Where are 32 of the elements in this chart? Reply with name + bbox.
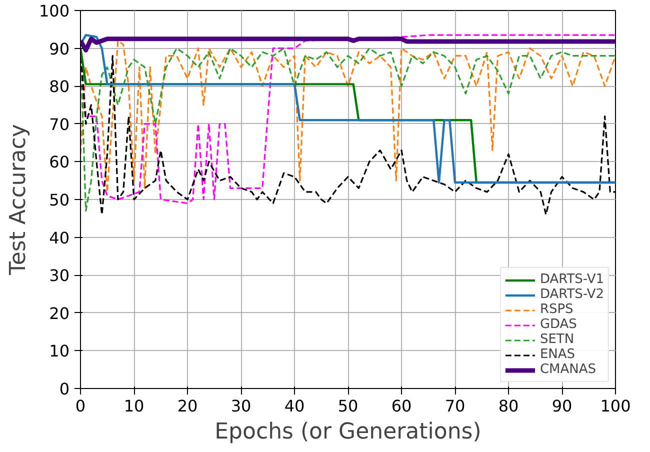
legend-label: DARTS-V1	[540, 272, 604, 287]
legend-label: GDAS	[540, 317, 577, 332]
x-tick-label: 10	[124, 396, 144, 416]
y-axis-title: Test Accuracy	[6, 124, 31, 276]
line-series	[80, 36, 616, 52]
y-tick-label: 10	[49, 342, 70, 361]
x-tick-label: 100	[600, 396, 631, 416]
y-tick-label: 20	[49, 304, 70, 323]
legend-label: CMANAS	[540, 362, 596, 377]
y-tick-label: 80	[49, 77, 70, 96]
x-tick-label: 80	[498, 396, 519, 416]
y-tick-label: 70	[49, 114, 70, 134]
x-tick-label: 60	[391, 396, 412, 416]
y-tick-label: 50	[49, 190, 70, 210]
x-tick-label: 40	[284, 396, 305, 416]
x-tick-label: 50	[338, 396, 358, 416]
y-tick-label: 100	[38, 2, 70, 20]
x-tick-label: 30	[230, 396, 252, 416]
x-tick-label: 0	[75, 396, 86, 416]
y-tick-label: 40	[49, 228, 70, 248]
x-axis-title: Epochs (or Generations)	[214, 420, 482, 444]
y-tick-label: 90	[49, 39, 70, 58]
legend-label: SETN	[540, 332, 574, 347]
x-tick-label: 20	[177, 396, 198, 416]
y-tick-label: 30	[49, 266, 70, 286]
legend-label: RSPS	[540, 302, 574, 317]
y-tick-label: 60	[49, 152, 70, 172]
legend-label: ENAS	[540, 347, 576, 362]
y-tick-label: 0	[59, 380, 70, 398]
x-tick-label: 90	[552, 396, 572, 416]
legend-label: DARTS-V2	[540, 287, 604, 302]
x-tick-label: 70	[444, 396, 466, 416]
